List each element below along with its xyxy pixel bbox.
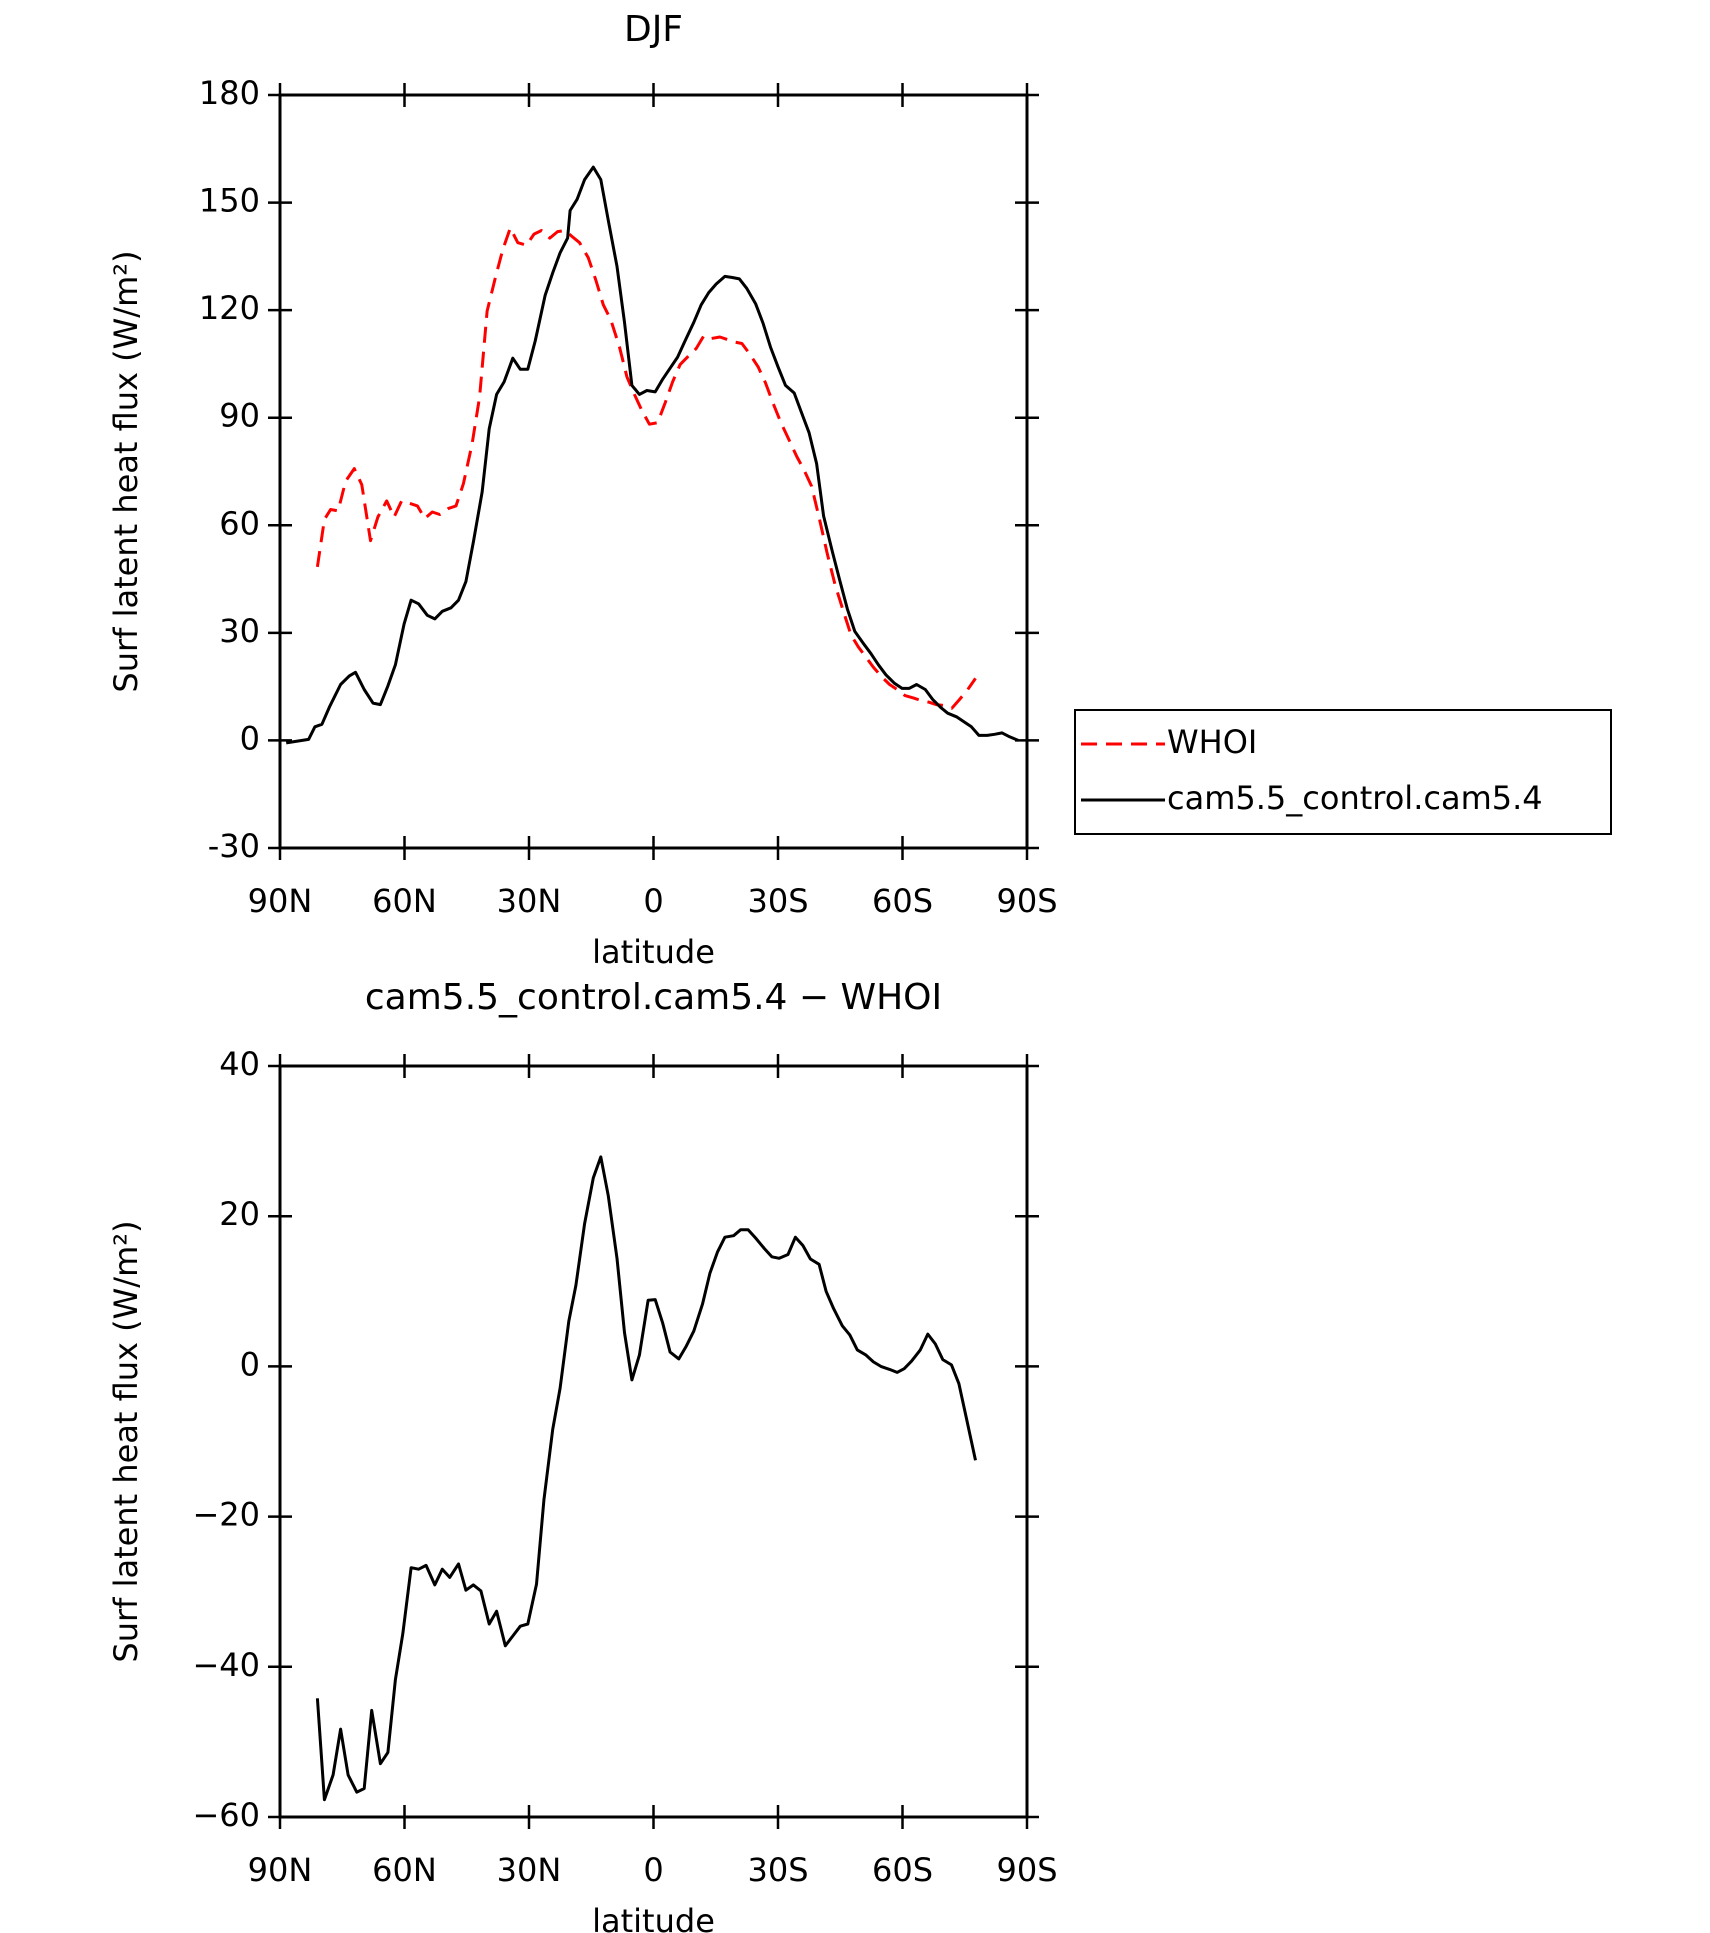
legend: WHOI cam5.5_control.cam5.4 (1074, 709, 1612, 835)
y-tick-label: 120 (199, 289, 260, 327)
x-tick-label: 30N (497, 882, 562, 920)
legend-label: WHOI (1167, 723, 1257, 761)
y-tick-label: 0 (240, 719, 260, 757)
y-tick-label: 60 (219, 504, 260, 542)
x-tick-label: 0 (643, 882, 663, 920)
y-tick-label: 40 (219, 1045, 260, 1083)
x-tick-label: 90N (248, 1851, 313, 1889)
y-tick-label: 30 (219, 612, 260, 650)
x-tick-label: 90S (996, 882, 1057, 920)
x-tick-label: 60N (372, 1851, 437, 1889)
y-tick-label: 150 (199, 182, 260, 220)
plot-frame (278, 93, 1029, 850)
y-tick-label: 0 (240, 1345, 260, 1383)
y-tick-label: −20 (192, 1496, 260, 1534)
x-axis-label: latitude (592, 933, 715, 971)
chart: cam5.5_control.cam5.4 − WHOI −60 −40 −20 0 20… (107, 977, 1058, 1933)
chart-title: cam5.5_control.cam5.4 − WHOI (365, 977, 942, 1018)
x-tick-label: 60S (872, 1851, 933, 1889)
x-tick-label: 30N (497, 1851, 562, 1889)
x-axis-label: latitude (592, 1902, 715, 1933)
y-axis-label: Surf latent heat flux (W/m²) (107, 250, 145, 692)
x-tick-label: 0 (643, 1851, 663, 1889)
y-tick-label: 180 (199, 74, 260, 112)
y-tick-label: −40 (192, 1646, 260, 1684)
x-tick-label: 90N (248, 882, 313, 920)
x-tick-label: 30S (747, 1851, 808, 1889)
x-tick-label: 30S (747, 882, 808, 920)
legend-box (1074, 709, 1612, 835)
chart: DJF -30 0 30 60 90 120 150 180 90N 60N 30N 0 30S 60S 90… (107, 9, 1612, 971)
y-tick-label: 90 (219, 397, 260, 435)
y-tick-label: -30 (208, 827, 260, 865)
y-tick-label: 20 (219, 1195, 260, 1233)
y-axis-label: Surf latent heat flux (W/m²) (107, 1220, 145, 1662)
chart-title: DJF (624, 9, 683, 50)
x-tick-label: 90S (996, 1851, 1057, 1889)
data-line (315, 226, 977, 710)
x-tick-label: 60S (872, 882, 933, 920)
legend-label: cam5.5_control.cam5.4 (1167, 779, 1543, 817)
data-line (315, 1155, 977, 1802)
x-tick-label: 60N (372, 882, 437, 920)
data-line (285, 165, 1019, 745)
y-tick-label: −60 (192, 1796, 260, 1834)
